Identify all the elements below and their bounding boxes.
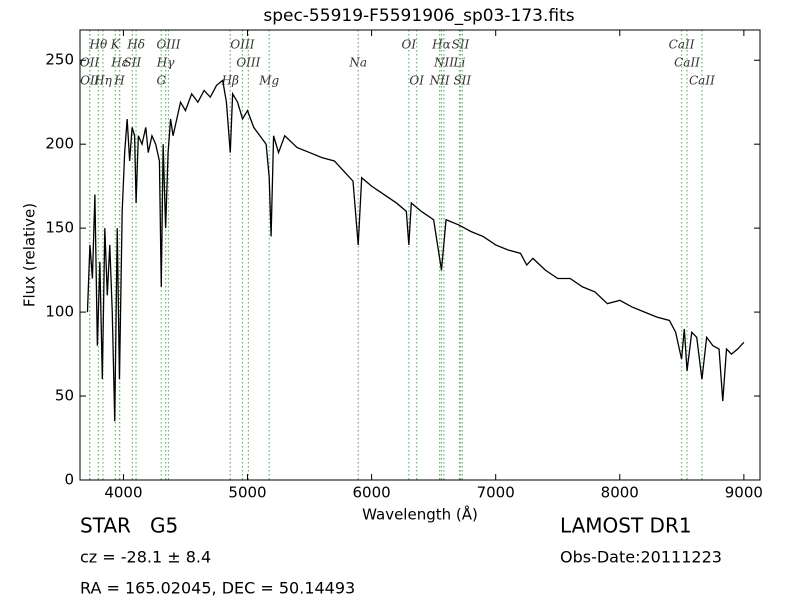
redshift: cz = -28.1 ± 8.4 — [80, 548, 211, 567]
y-tick-label: 50 — [55, 387, 74, 405]
y-tick-label: 200 — [45, 135, 74, 153]
spectral-line-label: Mg — [258, 74, 279, 88]
spectral-line-label: OI — [409, 74, 424, 88]
spectral-line-label: Hδ — [126, 38, 145, 52]
object-class: STAR G5 — [80, 514, 178, 538]
spectral-line-label: Hβ — [221, 74, 239, 88]
spectral-line-label: Li — [453, 56, 466, 70]
spectral-line-label: OIII — [230, 38, 254, 52]
spectral-line-label: Hγ — [156, 56, 175, 70]
spectral-line-label: Hα — [431, 38, 451, 52]
spectral-line-label: OII — [80, 74, 100, 88]
spectral-line-label: OI — [402, 38, 417, 52]
spectral-line-label: SII — [452, 38, 470, 52]
spectrum-line — [86, 79, 745, 422]
spectral-line-label: CaII — [674, 56, 700, 70]
x-tick-label: 8000 — [601, 484, 639, 502]
survey: LAMOST DR1 — [560, 514, 692, 538]
chart-title: spec-55919-F5591906_sp03-173.fits — [263, 6, 574, 26]
spectral-line-label: CaII — [669, 38, 695, 52]
coordinates: RA = 165.02045, DEC = 50.14493 — [80, 579, 355, 598]
spectral-line-label: SII — [453, 74, 471, 88]
spectral-line-label: NII — [429, 74, 450, 88]
y-tick-label: 100 — [45, 303, 74, 321]
x-tick-label: 5000 — [228, 484, 266, 502]
spectral-line-label: NII — [433, 56, 454, 70]
x-tick-label: 4000 — [104, 484, 142, 502]
spectral-line-label: OIII — [156, 38, 180, 52]
x-tick-label: 6000 — [353, 484, 391, 502]
obs-date: Obs-Date:20111223 — [560, 548, 722, 567]
spectral-line-label: OIII — [236, 56, 260, 70]
y-tick-label: 250 — [45, 51, 74, 69]
spectral-line-label: Hη — [93, 74, 112, 88]
y-tick-label: 0 — [64, 471, 74, 489]
y-tick-label: 150 — [45, 219, 74, 237]
x-tick-label: 7000 — [477, 484, 515, 502]
spectral-line-label: G — [156, 74, 166, 88]
spectral-line-label: CaII — [689, 74, 715, 88]
spectral-line-label: Na — [348, 56, 367, 70]
x-axis-label: Wavelength (Å) — [362, 505, 478, 524]
spectral-line-label: K — [110, 38, 121, 52]
spectral-line-label: SII — [124, 56, 142, 70]
y-axis-label: Flux (relative) — [21, 203, 39, 307]
spectral-line-label: H — [113, 74, 125, 88]
x-tick-label: 9000 — [725, 484, 763, 502]
plot-frame — [79, 29, 761, 481]
spectral-line-label: Hθ — [89, 38, 108, 52]
